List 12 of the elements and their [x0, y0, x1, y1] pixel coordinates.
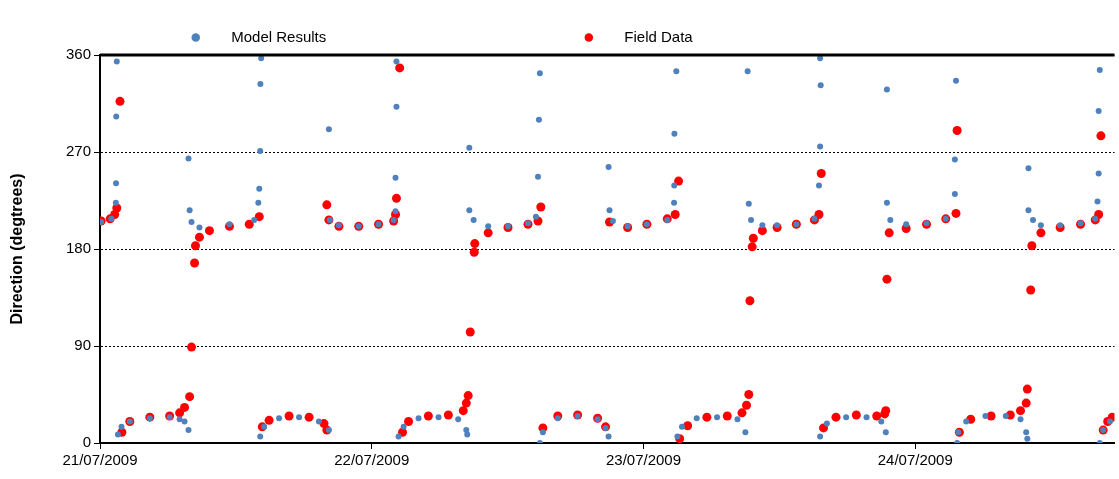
- x-tick-label: 24/07/2009: [877, 451, 953, 469]
- x-tick-label: 23/07/2009: [605, 451, 682, 469]
- y-tick-label: 360: [65, 45, 91, 63]
- x-tick-label: 22/07/2009: [334, 451, 410, 469]
- y-tick-label: 270: [65, 142, 91, 160]
- y-tick-label: 90: [74, 336, 91, 354]
- y-axis-title: Direction (degtrees): [8, 173, 26, 325]
- legend-label: Field Data: [599, 27, 931, 45]
- y-tick-label: 180: [65, 239, 91, 257]
- x-tick-label: 21/07/2009: [62, 451, 138, 469]
- legend-label: Model Results: [206, 27, 564, 45]
- y-tick-label: 0: [82, 433, 91, 451]
